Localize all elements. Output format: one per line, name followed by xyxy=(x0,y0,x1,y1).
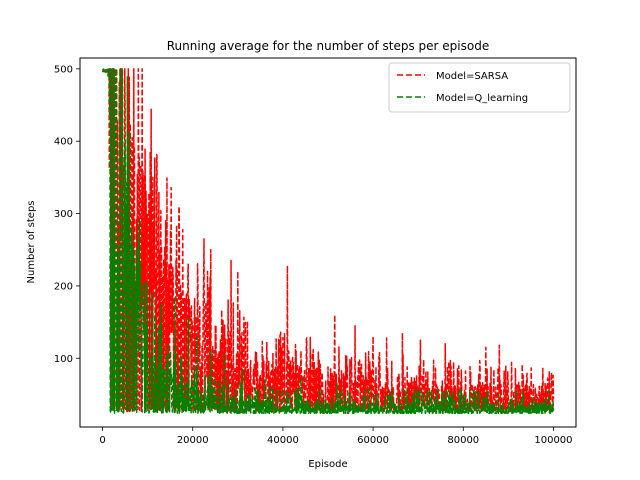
legend-label-sarsa: Model=SARSA xyxy=(436,71,508,82)
chart-title: Running average for the number of steps … xyxy=(167,39,489,53)
legend-label-q-learning: Model=Q_learning xyxy=(436,93,528,104)
plot-frame xyxy=(79,57,577,428)
series-line-sarsa xyxy=(101,68,555,413)
y-tick-label: 100 xyxy=(54,354,73,365)
x-tick-label: 100000 xyxy=(534,435,572,446)
x-axis: 0 20000 40000 60000 80000 100000 xyxy=(99,427,573,446)
y-tick-label: 400 xyxy=(54,137,73,148)
legend-box xyxy=(388,62,571,113)
x-tick-label: 0 xyxy=(99,435,105,446)
y-tick-label: 200 xyxy=(54,281,73,292)
x-tick-label: 20000 xyxy=(177,435,209,446)
legend: Model=SARSA Model=Q_learning xyxy=(388,62,571,113)
plot-area xyxy=(101,68,555,414)
series-line-q-learning xyxy=(101,68,555,414)
y-axis: 100 200 300 400 500 xyxy=(54,64,80,365)
x-tick-label: 80000 xyxy=(447,435,479,446)
y-tick-label: 300 xyxy=(54,209,73,220)
series-layer xyxy=(101,68,555,414)
x-tick-label: 40000 xyxy=(267,435,299,446)
x-axis-label: Episode xyxy=(308,459,347,470)
y-axis-label: Number of steps xyxy=(26,200,37,283)
x-tick-label: 60000 xyxy=(357,435,389,446)
y-tick-label: 500 xyxy=(54,64,73,75)
